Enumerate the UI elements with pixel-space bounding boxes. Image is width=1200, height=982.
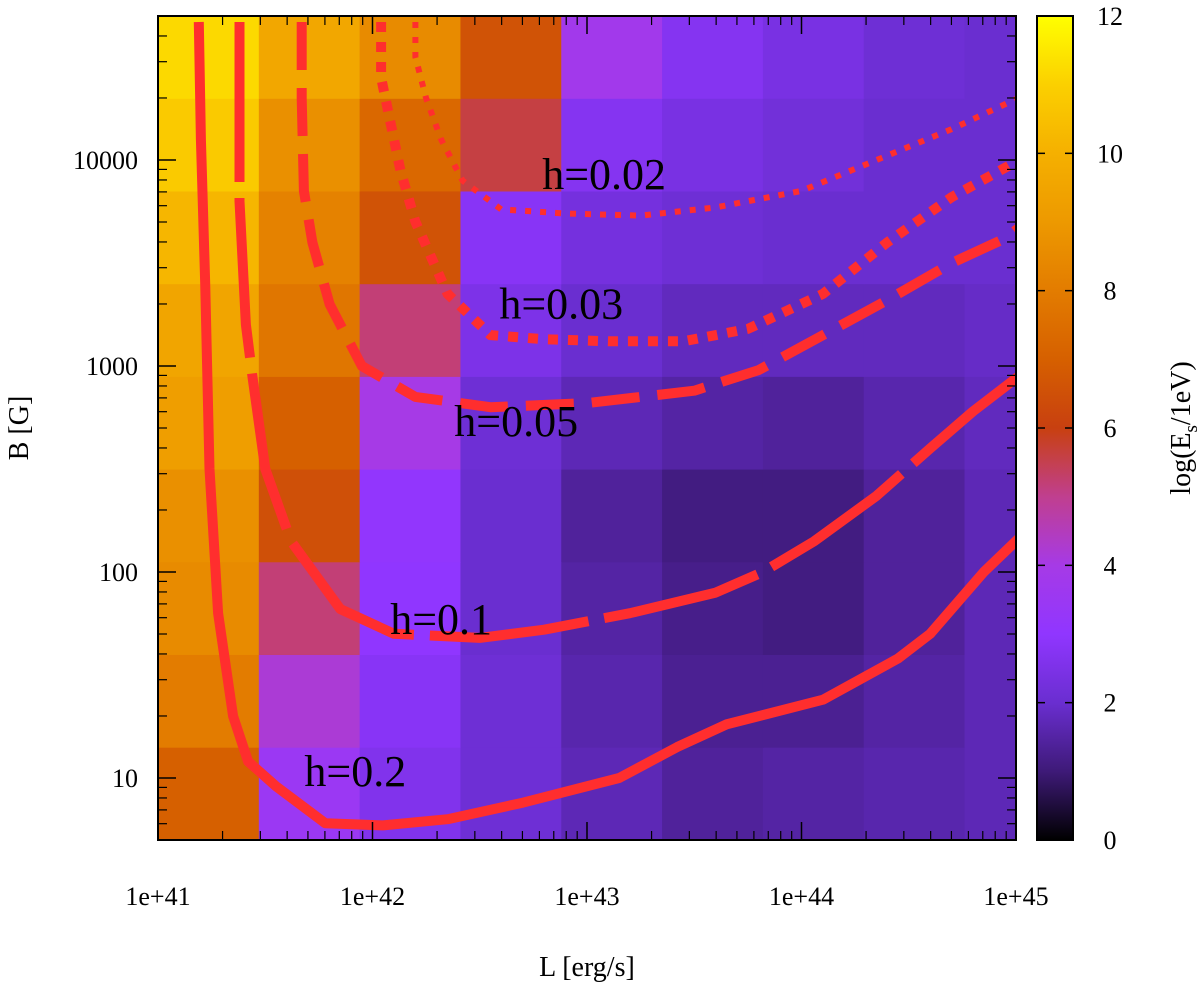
heatmap-cell bbox=[460, 468, 562, 563]
heatmap-cell bbox=[662, 283, 764, 377]
heatmap-cell bbox=[964, 16, 1016, 99]
heatmap-cell bbox=[662, 468, 764, 563]
heatmap-cell bbox=[258, 654, 361, 748]
y-tick-label: 10000 bbox=[73, 146, 138, 175]
heatmap-cell bbox=[762, 561, 865, 655]
heatmap-cell bbox=[863, 190, 966, 285]
heatmap-cell bbox=[662, 747, 764, 840]
colorbar-tick-label: 6 bbox=[1104, 414, 1117, 443]
heatmap-cell bbox=[762, 190, 865, 285]
contour-labels: h=0.2 h=0.1 h=0.05 h=0.03 h=0.02 bbox=[304, 150, 666, 796]
heatmap-cell bbox=[158, 654, 260, 748]
heatmap-cell bbox=[158, 747, 260, 840]
colorbar-ticks: 0 2 4 6 8 10 12 bbox=[1037, 2, 1123, 855]
contour-h-0-2 bbox=[193, 21, 1016, 831]
heatmap-cell bbox=[863, 468, 966, 563]
heatmap-cell bbox=[258, 376, 361, 470]
heatmap-cell bbox=[561, 468, 663, 563]
heatmap-cells bbox=[158, 16, 1016, 840]
heatmap-cell bbox=[762, 98, 865, 192]
x-tick-label: 1e+45 bbox=[983, 882, 1048, 911]
colorbar-tick-label: 8 bbox=[1104, 277, 1117, 306]
contour-h-0-02 bbox=[412, 22, 1016, 219]
contour-lines bbox=[193, 21, 1016, 831]
x-tick-label: 1e+41 bbox=[125, 882, 190, 911]
heatmap-cell bbox=[964, 190, 1016, 285]
colorbar-tick-label: 2 bbox=[1104, 689, 1117, 718]
heatmap-cell bbox=[863, 16, 966, 99]
heatmap-cell bbox=[561, 654, 663, 748]
contour-label: h=0.02 bbox=[542, 150, 666, 199]
contour-h-0-05 bbox=[296, 22, 1016, 413]
heatmap-cell bbox=[561, 98, 663, 192]
contour-label: h=0.1 bbox=[390, 595, 492, 644]
heatmap-cell bbox=[964, 747, 1016, 840]
heatmap-cell bbox=[359, 654, 462, 748]
contour-label: h=0.05 bbox=[454, 397, 578, 446]
axes: 1e+41 1e+42 1e+43 1e+44 1e+45 10 100 1000 10000 bbox=[73, 15, 1049, 911]
heatmap-cell bbox=[359, 98, 462, 192]
contour-label: h=0.03 bbox=[499, 280, 623, 329]
heatmap-cell bbox=[863, 747, 966, 840]
heatmap-cell bbox=[460, 98, 562, 192]
heatmap-cell bbox=[561, 16, 663, 99]
x-tick-label: 1e+42 bbox=[340, 882, 405, 911]
colorbar-label: log(Es/1eV) bbox=[1166, 361, 1200, 494]
x-axis-label: L [erg/s] bbox=[539, 952, 635, 982]
heatmap-cell bbox=[460, 16, 562, 99]
heatmap-cell bbox=[964, 654, 1016, 748]
heatmap-cell bbox=[863, 376, 966, 470]
colorbar-tick-label: 10 bbox=[1097, 139, 1123, 168]
heatmap-cell bbox=[258, 98, 361, 192]
heatmap-cell bbox=[964, 98, 1016, 192]
x-tick-label: 1e+43 bbox=[554, 882, 619, 911]
heatmap-cell bbox=[762, 16, 865, 99]
y-tick-label: 1000 bbox=[86, 352, 138, 381]
y-tick-label: 10 bbox=[112, 764, 138, 793]
heatmap-cell bbox=[964, 283, 1016, 377]
y-axis-label: B [G] bbox=[4, 396, 35, 461]
y-tick-label: 100 bbox=[99, 558, 138, 587]
heatmap-cell bbox=[258, 16, 361, 99]
heatmap-cell bbox=[158, 561, 260, 655]
heatmap-cell bbox=[561, 190, 663, 285]
heatmap-cell bbox=[460, 283, 562, 377]
colorbar-tick-label: 4 bbox=[1104, 551, 1117, 580]
heatmap-cell bbox=[662, 16, 764, 99]
contour-h-0-1 bbox=[234, 22, 1016, 643]
heatmap-cell bbox=[460, 654, 562, 748]
heatmap-cell bbox=[863, 283, 966, 377]
heatmap-cell bbox=[460, 376, 562, 470]
heatmap-cell bbox=[258, 283, 361, 377]
contour-label: h=0.2 bbox=[304, 747, 406, 796]
heatmap-cell bbox=[662, 98, 764, 192]
heatmap-cell bbox=[359, 283, 462, 377]
heatmap-cell bbox=[359, 468, 462, 563]
colorbar-tick-label: 0 bbox=[1104, 826, 1117, 855]
colorbar-tick-label: 12 bbox=[1097, 2, 1123, 31]
x-tick-label: 1e+44 bbox=[769, 882, 834, 911]
heatmap-cell bbox=[762, 747, 865, 840]
heatmap-cell bbox=[561, 283, 663, 377]
heatmap-cell bbox=[762, 376, 865, 470]
heatmap-cell bbox=[662, 190, 764, 285]
heatmap-cell bbox=[863, 98, 966, 192]
heatmap-cell bbox=[561, 376, 663, 470]
heatmap-cell bbox=[460, 190, 562, 285]
heatmap-cell bbox=[762, 283, 865, 377]
heatmap-cell bbox=[359, 16, 462, 99]
